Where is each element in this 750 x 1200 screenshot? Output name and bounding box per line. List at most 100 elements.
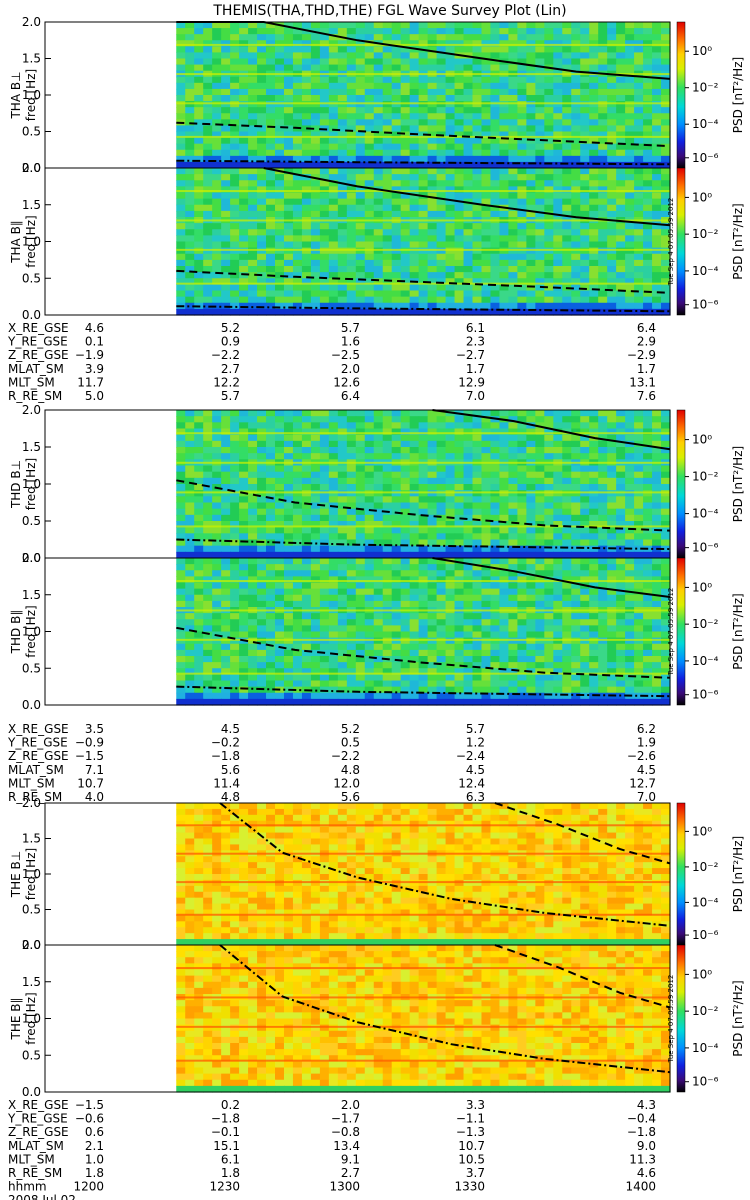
spectrogram-cell [526,210,536,218]
spectrogram-cell [310,131,321,139]
spectrogram-cell [221,308,231,316]
spectrogram-cell [337,533,348,541]
spectrogram-cell [346,514,357,522]
spectrogram-cell [221,533,231,541]
spectrogram-cell [535,143,545,151]
spectrogram-cell [275,113,285,120]
spectrogram-cell [499,471,510,479]
spectrogram-cell [283,576,294,584]
spectrogram-cell [391,588,402,596]
spectrogram-cell [643,539,653,547]
spectrogram-cell [301,40,312,47]
spectrogram-cell [266,558,276,565]
spectrogram-cell [499,192,510,200]
spectrogram-cell [463,266,474,273]
spectrogram-cell [454,149,465,157]
spectrogram-cell [616,101,626,108]
spectrogram-cell [607,308,617,316]
spectrogram-cell [535,223,545,230]
spectrogram-cell [292,502,303,510]
spectrogram-cell [328,168,339,175]
spectrogram-cell [472,241,483,249]
spectrogram-cell [194,168,204,175]
spectrogram-cell [212,76,222,84]
spectrogram-cell [652,52,662,60]
spectrogram-cell [185,558,195,565]
spectrogram-cell [517,576,527,584]
spectrogram-cell [571,447,581,454]
spectrogram-cell [203,410,213,417]
spectrogram-cell [292,95,303,102]
spectrogram-cell [427,533,438,541]
spectrogram-cell [373,28,384,35]
spectrogram-cell [275,272,285,279]
spectrogram-cell [301,247,312,255]
spectrogram-cell [346,88,357,96]
spectrogram-cell [580,149,590,157]
spectrogram-cell [625,447,635,454]
spectrogram-cell [571,613,581,620]
spectrogram-cell [400,143,411,151]
spectrogram-cell [517,229,527,236]
spectrogram-cell [391,119,402,127]
spectrogram-cell [248,576,258,584]
spectrogram-cell [230,649,240,657]
spectrogram-cell [346,210,357,218]
spectrogram-cell [634,223,644,230]
spectrogram-cell [409,180,420,187]
spectrogram-cell [319,22,330,29]
spectrogram-cell [517,272,527,279]
spectrogram-cell [598,58,608,66]
spectrogram-cell [517,533,527,541]
spectrogram-cell [400,502,411,510]
spectrogram-cell [607,447,617,454]
spectrogram-cell [328,594,339,602]
spectrogram-cell [652,149,662,157]
y-tick-label: 0.0 [22,551,41,565]
spectrogram-cell [661,241,671,249]
spectrogram-cell [275,477,285,485]
spectrogram-cell [221,235,231,243]
spectrogram-cell [652,107,662,114]
spectrogram-cell [373,453,384,460]
spectrogram-cell [607,174,617,181]
spectrogram-cell [346,410,357,417]
spectrogram-cell [463,625,474,633]
spectrogram-cell [194,453,204,460]
spectrogram-cell [418,204,429,212]
spectrogram-cell [490,259,501,267]
spectrogram-cell [598,204,608,212]
spectrogram-cell [526,161,536,169]
spectrogram-cell [490,570,501,577]
spectrogram-cell [454,186,465,194]
spectrogram-cell [266,570,276,577]
spectrogram-cell [535,235,545,243]
spectrogram-cell [454,545,465,553]
spectrogram-cell [580,477,590,485]
spectrogram-cell [544,95,554,102]
spectrogram-cell [221,241,231,249]
spectrogram-cell [283,551,294,559]
spectrogram-cell [562,229,572,236]
spectrogram-cell [328,88,339,96]
spectrogram-cell [634,107,644,114]
spectrogram-cell [589,465,599,473]
spectrogram-cell [355,278,366,285]
spectrogram-cell [409,649,420,657]
spectrogram-cell [391,82,402,90]
spectrogram-cell [310,558,321,565]
spectrogram-cell [221,465,231,473]
spectrogram-cell [364,656,375,663]
spectrogram-cell [257,588,267,596]
spectrogram-cell [463,284,474,292]
spectrogram-cell [607,131,617,139]
spectrogram-cell [481,58,492,66]
spectrogram-cell [517,76,527,84]
spectrogram-cell [194,235,204,243]
spectrogram-cell [364,625,375,633]
spectrogram-cell [301,161,312,169]
spectrogram-cell [185,545,195,553]
spectrogram-cell [562,241,572,249]
spectrogram-cell [436,416,447,423]
spectrogram-cell [292,545,303,553]
